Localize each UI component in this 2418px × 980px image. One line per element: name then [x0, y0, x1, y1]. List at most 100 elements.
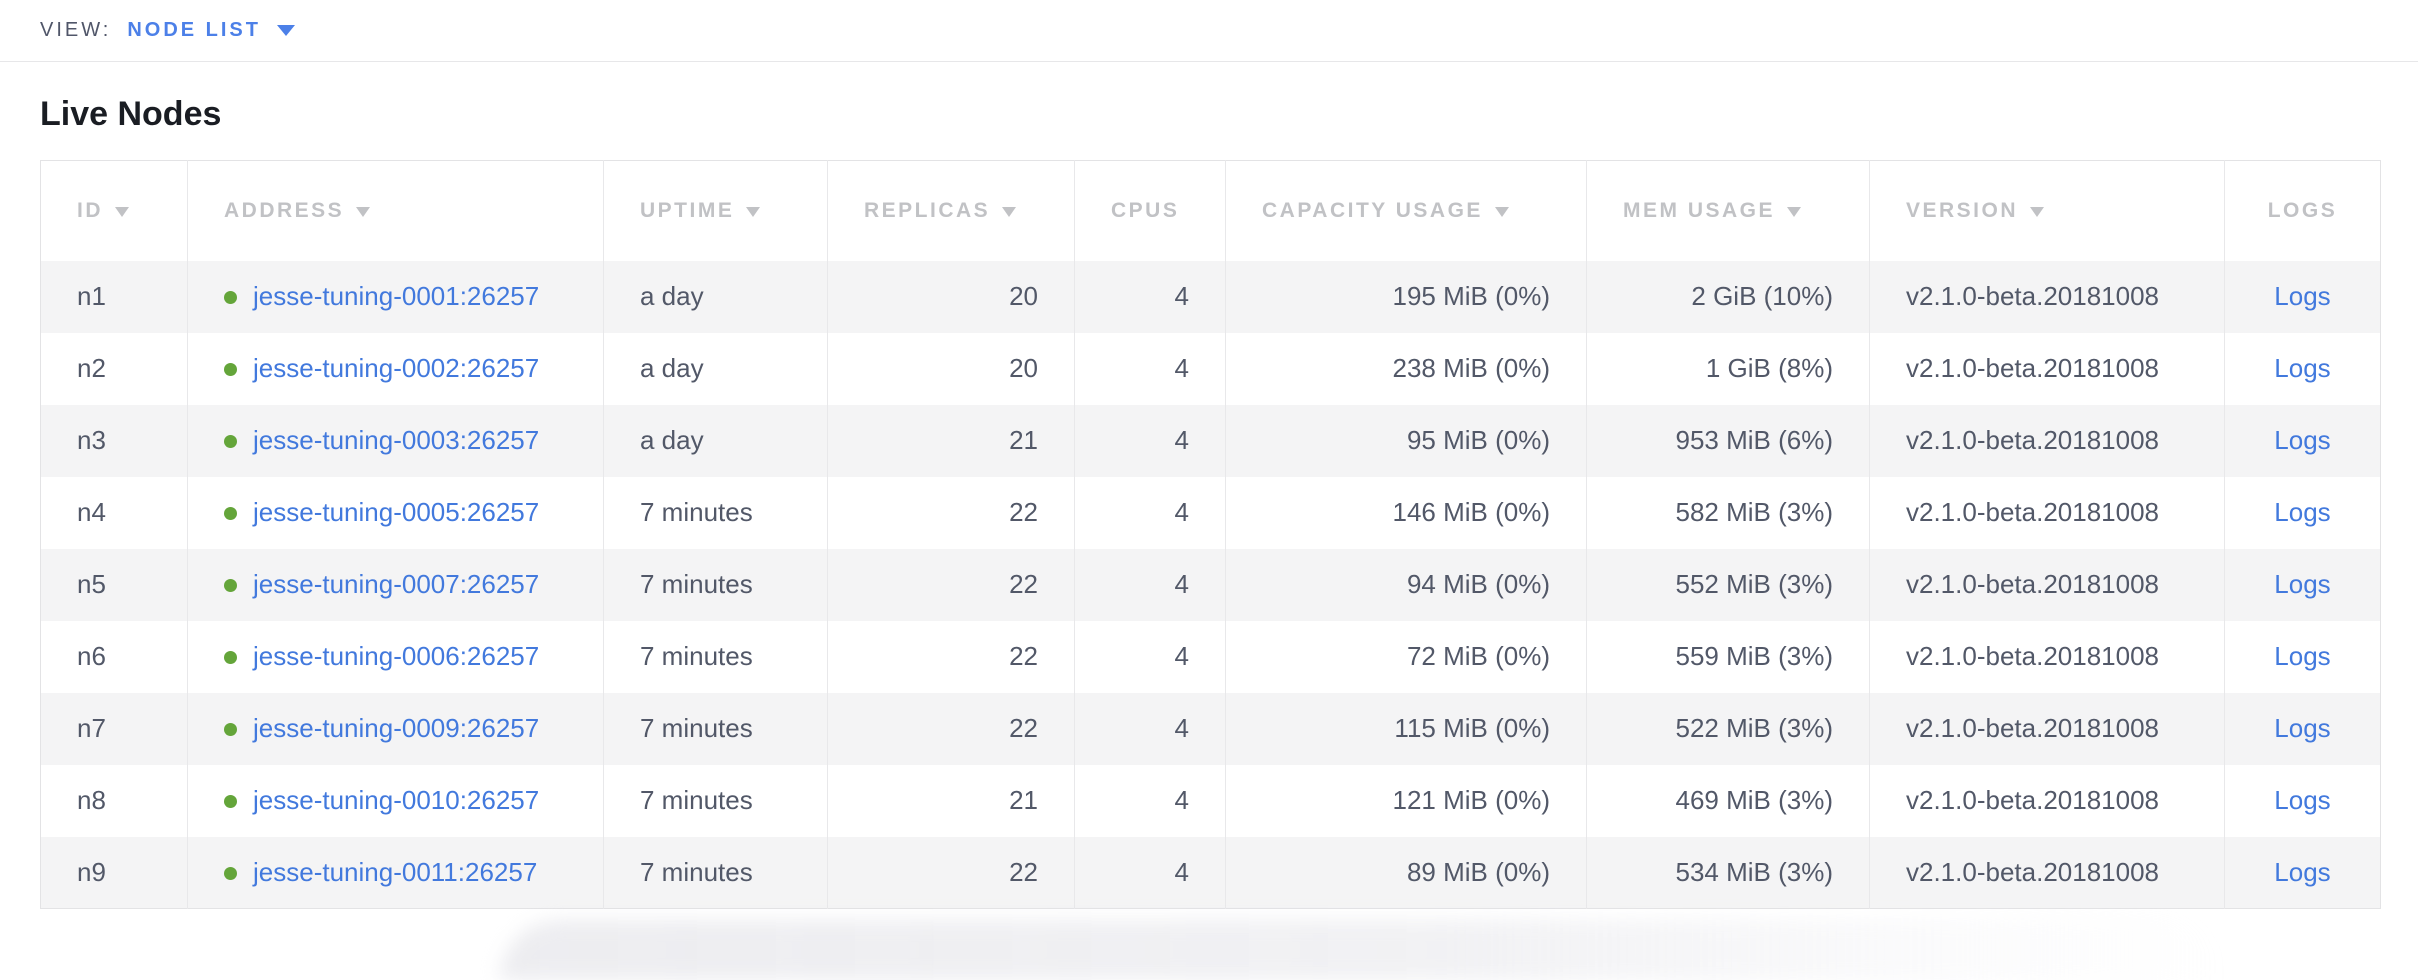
column-header-cpus: CPUS [1074, 160, 1226, 261]
node-live-status-icon [224, 866, 237, 880]
cell-mem: 559 MiB (3%) [1586, 620, 1870, 693]
cell-logs: Logs [2224, 764, 2381, 837]
column-header-label: UPTIME [640, 198, 735, 222]
table-row: n6 jesse-tuning-0006:26257 7 minutes 22 4 72 … [41, 620, 2381, 693]
table-row: n8 jesse-tuning-0010:26257 7 minutes 21 4 121… [41, 764, 2381, 837]
column-header-label: CPUS [1111, 198, 1180, 222]
table-row: n4 jesse-tuning-0005:26257 7 minutes 22 4 146… [41, 476, 2381, 549]
cell-capacity: 89 MiB (0%) [1225, 836, 1587, 909]
cell-mem: 2 GiB (10%) [1586, 260, 1870, 333]
node-address-link[interactable]: jesse-tuning-0006:26257 [253, 641, 540, 671]
cell-cpus: 4 [1074, 476, 1226, 549]
column-header-mem[interactable]: MEM USAGE [1586, 160, 1870, 261]
node-live-status-icon [224, 723, 237, 736]
cell-uptime: a day [603, 404, 828, 477]
cell-cpus: 4 [1074, 260, 1226, 333]
node-address-link[interactable]: jesse-tuning-0003:26257 [253, 425, 540, 455]
cell-replicas: 21 [827, 764, 1075, 837]
node-address-link[interactable]: jesse-tuning-0011:26257 [253, 856, 538, 887]
cell-logs: Logs [2224, 620, 2381, 693]
cell-address: jesse-tuning-0002:26257 [187, 332, 604, 405]
cell-capacity: 195 MiB (0%) [1225, 260, 1587, 333]
sort-desc-icon [746, 206, 761, 217]
column-header-label: REPLICAS [864, 198, 991, 222]
cell-uptime: a day [603, 260, 828, 333]
node-logs-link[interactable]: Logs [2274, 569, 2331, 599]
cell-version: v2.1.0-beta.20181008 [1869, 620, 2225, 693]
cell-version: v2.1.0-beta.20181008 [1869, 692, 2225, 765]
column-header-label: ADDRESS [224, 198, 345, 222]
column-header-replicas[interactable]: REPLICAS [827, 160, 1075, 261]
column-header-capacity[interactable]: CAPACITY USAGE [1225, 160, 1587, 261]
node-logs-link[interactable]: Logs [2274, 425, 2331, 455]
cell-cpus: 4 [1074, 620, 1226, 693]
cell-uptime: 7 minutes [603, 620, 828, 693]
node-logs-link[interactable]: Logs [2274, 713, 2331, 743]
node-address-link[interactable]: jesse-tuning-0007:26257 [253, 569, 540, 599]
cell-capacity: 95 MiB (0%) [1225, 404, 1587, 477]
node-live-status-icon [224, 795, 237, 808]
cell-mem: 522 MiB (3%) [1586, 692, 1870, 765]
cell-cpus: 4 [1074, 548, 1226, 621]
cell-uptime: 7 minutes [603, 692, 828, 765]
column-header-uptime[interactable]: UPTIME [603, 160, 828, 261]
column-header-id[interactable]: ID [40, 160, 188, 261]
table-row: n3 jesse-tuning-0003:26257 a day 21 4 95 MiB … [40, 404, 2381, 477]
cell-capacity: 146 MiB (0%) [1225, 476, 1587, 549]
node-logs-link[interactable]: Logs [2274, 641, 2331, 671]
node-address-link[interactable]: jesse-tuning-0001:26257 [253, 281, 540, 311]
cell-version: v2.1.0-beta.20181008 [1869, 260, 2225, 333]
table-row: n2 jesse-tuning-0002:26257 a day 20 4 238 MiB… [41, 332, 2381, 405]
cell-version: v2.1.0-beta.20181008 [1869, 548, 2225, 621]
view-dropdown[interactable]: NODE LIST [127, 19, 295, 42]
cell-address: jesse-tuning-0010:26257 [187, 764, 604, 837]
cell-mem: 534 MiB (3%) [1586, 836, 1870, 909]
cell-replicas: 20 [827, 332, 1075, 405]
sort-desc-icon [1002, 206, 1017, 217]
view-dropdown-value: NODE LIST [127, 19, 261, 41]
node-address-link[interactable]: jesse-tuning-0005:26257 [253, 497, 540, 527]
cell-replicas: 22 [827, 836, 1075, 909]
node-address-link[interactable]: jesse-tuning-0009:26257 [253, 713, 540, 743]
table-row: n7 jesse-tuning-0009:26257 7 minutes 22 4 115… [40, 692, 2381, 765]
node-live-status-icon [224, 579, 237, 592]
cell-version: v2.1.0-beta.20181008 [1869, 764, 2225, 837]
cell-cpus: 4 [1074, 404, 1226, 477]
cell-capacity: 115 MiB (0%) [1225, 692, 1587, 765]
cell-logs: Logs [2224, 404, 2381, 477]
cell-logs: Logs [2224, 332, 2381, 405]
column-header-label: CAPACITY USAGE [1262, 198, 1483, 222]
sort-desc-icon [2030, 206, 2045, 217]
table-body: n1 jesse-tuning-0001:26257 a day 20 4 195 MiB… [40, 260, 2381, 909]
main-content: Live Nodes ID ADDRESS UPTIME REPLICAS CPUS CA… [0, 92, 2418, 909]
node-logs-link[interactable]: Logs [2274, 353, 2331, 383]
cell-id: n5 [40, 548, 188, 621]
sort-desc-icon [1494, 206, 1509, 217]
cell-capacity: 121 MiB (0%) [1225, 764, 1587, 837]
cell-logs: Logs [2224, 836, 2381, 909]
cell-replicas: 21 [827, 404, 1075, 477]
cell-replicas: 20 [827, 260, 1075, 333]
cell-address: jesse-tuning-0009:26257 [187, 692, 604, 765]
cell-mem: 1 GiB (8%) [1586, 332, 1870, 405]
table-row: n1 jesse-tuning-0001:26257 a day 20 4 195 MiB… [40, 260, 2381, 333]
cell-replicas: 22 [827, 692, 1075, 765]
node-address-link[interactable]: jesse-tuning-0010:26257 [253, 785, 540, 815]
node-logs-link[interactable]: Logs [2274, 856, 2331, 887]
cell-mem: 582 MiB (3%) [1586, 476, 1870, 549]
cell-address: jesse-tuning-0003:26257 [187, 404, 604, 477]
column-header-address[interactable]: ADDRESS [187, 160, 604, 261]
table-row: n9 jesse-tuning-0011:26257 7 minutes 22 4 89 … [40, 836, 2381, 909]
cell-replicas: 22 [827, 620, 1075, 693]
node-live-status-icon [224, 651, 237, 664]
node-address-link[interactable]: jesse-tuning-0002:26257 [253, 353, 540, 383]
cell-id: n6 [77, 641, 106, 671]
view-selector-bar: VIEW: NODE LIST [0, 0, 2418, 62]
node-logs-link[interactable]: Logs [2274, 497, 2331, 527]
cell-version: v2.1.0-beta.20181008 [1869, 404, 2225, 477]
node-live-status-icon [224, 507, 237, 520]
column-header-version[interactable]: VERSION [1869, 160, 2225, 261]
cell-id: n2 [77, 353, 106, 383]
node-logs-link[interactable]: Logs [2274, 281, 2331, 311]
node-logs-link[interactable]: Logs [2274, 785, 2331, 815]
